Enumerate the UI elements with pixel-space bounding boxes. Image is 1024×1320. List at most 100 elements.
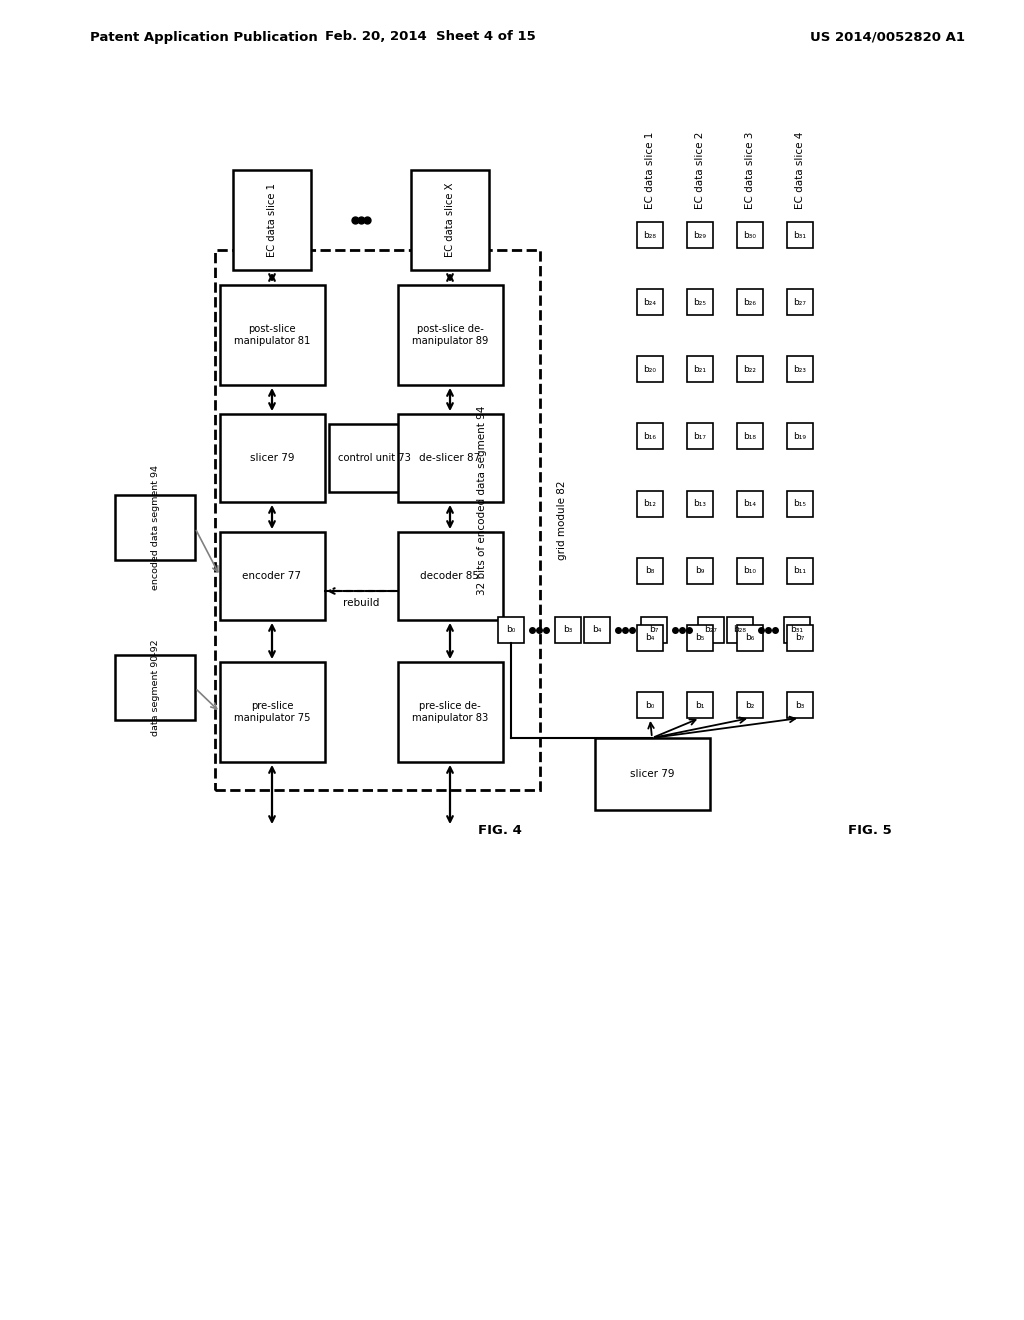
Text: EC data slice 4: EC data slice 4: [795, 131, 805, 209]
Text: b₁₆: b₁₆: [643, 432, 656, 441]
Text: b₁₁: b₁₁: [794, 566, 807, 576]
Text: post-slice de-
manipulator 89: post-slice de- manipulator 89: [412, 325, 488, 346]
Text: b₂₂: b₂₂: [743, 364, 757, 374]
Bar: [215, 249, 540, 789]
Text: b₁₇: b₁₇: [693, 432, 707, 441]
Bar: [641, 616, 667, 643]
Bar: [637, 222, 663, 248]
Bar: [233, 170, 311, 271]
Text: b₂₈: b₂₈: [733, 626, 746, 635]
Text: control unit 73: control unit 73: [338, 453, 411, 463]
Bar: [595, 738, 710, 810]
Bar: [787, 491, 813, 516]
Bar: [787, 356, 813, 383]
Bar: [687, 289, 713, 315]
Text: b₇: b₇: [796, 634, 805, 643]
Text: b₁₀: b₁₀: [743, 566, 757, 576]
Bar: [787, 558, 813, 583]
Text: b₀: b₀: [506, 626, 516, 635]
Bar: [115, 495, 195, 560]
Text: EC data slice X: EC data slice X: [445, 182, 455, 257]
Text: decoder 85: decoder 85: [421, 572, 479, 581]
Text: b₇: b₇: [649, 626, 658, 635]
Text: b₂₇: b₂₇: [705, 626, 718, 635]
Text: b₁: b₁: [695, 701, 705, 710]
Bar: [584, 616, 610, 643]
Text: EC data slice 1: EC data slice 1: [645, 131, 655, 209]
Bar: [637, 424, 663, 449]
Text: b₉: b₉: [695, 566, 705, 576]
Text: FIG. 5: FIG. 5: [848, 824, 892, 837]
Bar: [787, 692, 813, 718]
Bar: [737, 424, 763, 449]
Text: slicer 79: slicer 79: [250, 453, 294, 463]
Text: b₂: b₂: [745, 701, 755, 710]
Bar: [498, 616, 524, 643]
Bar: [687, 222, 713, 248]
Text: b₂₀: b₂₀: [643, 364, 656, 374]
Text: post-slice
manipulator 81: post-slice manipulator 81: [233, 325, 310, 346]
Bar: [687, 624, 713, 651]
Text: rebuild: rebuild: [343, 598, 379, 609]
Bar: [737, 692, 763, 718]
Bar: [737, 624, 763, 651]
Bar: [787, 222, 813, 248]
Text: b₁₅: b₁₅: [794, 499, 807, 508]
Text: b₀: b₀: [645, 701, 654, 710]
Text: Patent Application Publication: Patent Application Publication: [90, 30, 317, 44]
Text: EC data slice 1: EC data slice 1: [267, 183, 278, 257]
Bar: [687, 424, 713, 449]
Text: b₁₉: b₁₉: [794, 432, 807, 441]
Text: b₁₂: b₁₂: [643, 499, 656, 508]
Text: b₃₀: b₃₀: [743, 231, 757, 239]
Bar: [555, 616, 581, 643]
Bar: [637, 289, 663, 315]
Text: b₂₇: b₂₇: [794, 297, 807, 306]
Bar: [737, 289, 763, 315]
Bar: [220, 532, 325, 620]
Text: b₄: b₄: [645, 634, 654, 643]
Text: b₁₃: b₁₃: [693, 499, 707, 508]
Bar: [220, 414, 325, 502]
Bar: [398, 414, 503, 502]
Bar: [115, 655, 195, 719]
Text: EC data slice 3: EC data slice 3: [745, 131, 755, 209]
Bar: [787, 424, 813, 449]
Bar: [687, 491, 713, 516]
Bar: [220, 285, 325, 385]
Text: b₈: b₈: [645, 566, 654, 576]
Text: pre-slice
manipulator 75: pre-slice manipulator 75: [233, 701, 310, 723]
Bar: [784, 616, 810, 643]
Text: b₂₃: b₂₃: [794, 364, 807, 374]
Bar: [398, 663, 503, 762]
Bar: [727, 616, 753, 643]
Text: US 2014/0052820 A1: US 2014/0052820 A1: [810, 30, 965, 44]
Text: b₂₆: b₂₆: [743, 297, 757, 306]
Text: EC data slice 2: EC data slice 2: [695, 131, 705, 209]
Bar: [737, 558, 763, 583]
Bar: [787, 289, 813, 315]
Text: b₆: b₆: [745, 634, 755, 643]
Bar: [637, 558, 663, 583]
Bar: [737, 222, 763, 248]
Bar: [687, 558, 713, 583]
Text: b₃: b₃: [796, 701, 805, 710]
Text: pre-slice de-
manipulator 83: pre-slice de- manipulator 83: [412, 701, 488, 723]
Bar: [398, 532, 503, 620]
Text: b₄: b₄: [592, 626, 602, 635]
Text: b₂₄: b₂₄: [643, 297, 656, 306]
Bar: [220, 663, 325, 762]
Bar: [737, 356, 763, 383]
Text: slicer 79: slicer 79: [630, 770, 674, 779]
Text: b₃₁: b₃₁: [794, 231, 807, 239]
Bar: [637, 356, 663, 383]
Text: 32 bits of encoded data segment 94: 32 bits of encoded data segment 94: [477, 405, 487, 595]
Text: b₂₁: b₂₁: [693, 364, 707, 374]
Bar: [698, 616, 724, 643]
Text: b₁₄: b₁₄: [743, 499, 757, 508]
Text: b₅: b₅: [695, 634, 705, 643]
Bar: [687, 356, 713, 383]
Text: de-slicer 87: de-slicer 87: [420, 453, 480, 463]
Bar: [411, 170, 489, 271]
Text: b₂₈: b₂₈: [643, 231, 656, 239]
